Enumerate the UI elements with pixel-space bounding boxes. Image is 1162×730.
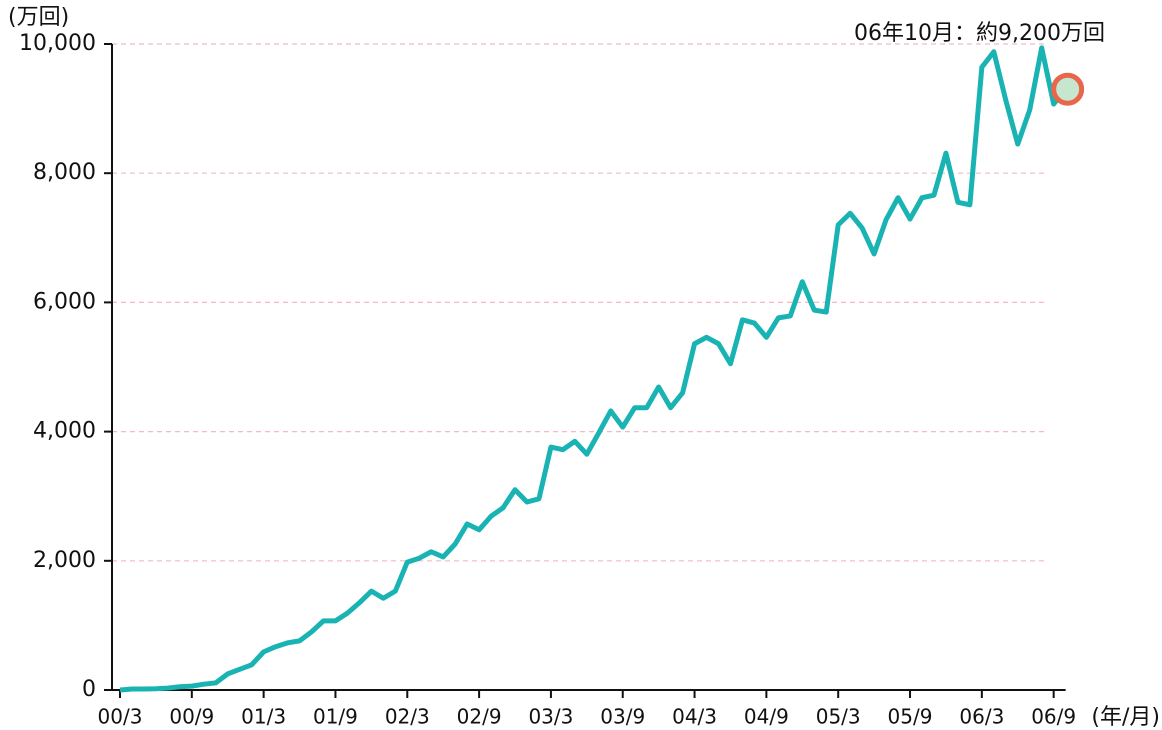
y-tick-label: 0	[82, 677, 96, 702]
x-tick-label: 04/3	[672, 705, 717, 729]
x-tick-label: 01/3	[241, 705, 286, 729]
x-tick-label: 03/3	[528, 705, 573, 729]
x-tick-label: 05/9	[888, 705, 933, 729]
y-tick-label: 6,000	[33, 289, 96, 314]
data-line	[119, 45, 1068, 693]
x-tick-label: 04/9	[744, 705, 789, 729]
x-tick-label: 06/3	[959, 705, 1004, 729]
y-tick-label: 4,000	[33, 419, 96, 444]
x-tick-label: 05/3	[816, 705, 861, 729]
x-tick-label: 06/9	[1031, 705, 1076, 729]
x-axis-label: (年/月)	[1091, 705, 1160, 730]
annotation: 06年10月：約9,200万回	[854, 21, 1105, 46]
y-axis-label: (万回)	[8, 5, 69, 30]
y-tick-label: 2,000	[33, 548, 96, 573]
highlight-point	[1051, 72, 1085, 106]
x-tick-label: 02/9	[457, 705, 502, 729]
x-tick-label: 01/9	[313, 705, 358, 729]
x-tick-label: 00/9	[169, 705, 214, 729]
x-tick-label: 03/9	[600, 705, 645, 729]
y-tick-label: 8,000	[33, 160, 96, 185]
x-tick-label: 00/3	[98, 705, 143, 729]
y-tick-label: 10,000	[19, 31, 96, 56]
x-tick-label: 02/3	[385, 705, 430, 729]
